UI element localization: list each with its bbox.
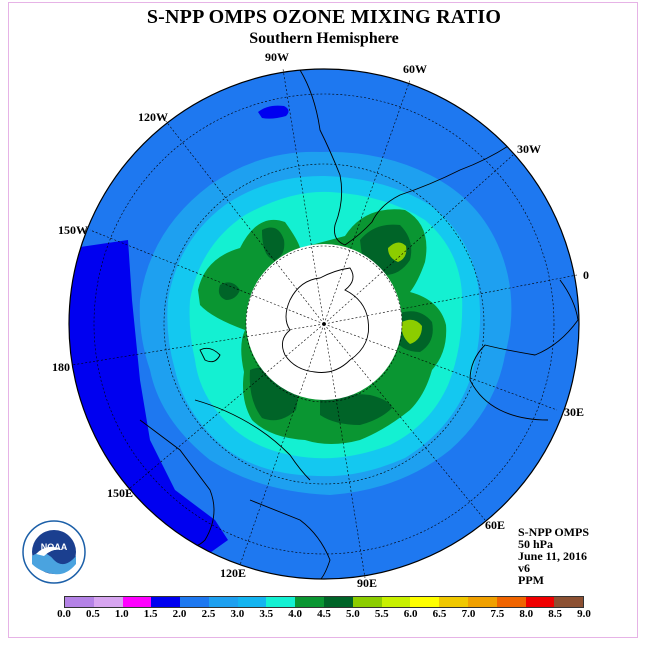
color-scale-label: 2.5 xyxy=(201,608,216,620)
color-scale-label: 4.5 xyxy=(317,608,331,620)
color-scale-label: 0.5 xyxy=(86,608,100,620)
color-scale-cell xyxy=(439,597,468,607)
color-scale-cell xyxy=(237,597,267,607)
field-5-5-b xyxy=(401,319,422,344)
color-scale-label: 6.0 xyxy=(403,608,418,620)
color-scale-cell xyxy=(554,597,584,607)
color-scale-labels: 0.0 0.5 1.0 1.5 2.0 2.5 3.0 3.5 4.0 4.5 5.0 5.5 6.0 6… xyxy=(0,608,648,622)
color-scale-label: 0.0 xyxy=(57,608,71,620)
noaa-logo: NOAA xyxy=(22,520,86,584)
color-scale-cell xyxy=(151,597,181,607)
color-scale-cell xyxy=(93,597,123,607)
lon-label-90e: 90E xyxy=(357,576,378,590)
color-scale-cell xyxy=(410,597,440,607)
lon-label-150e: 150E xyxy=(107,486,134,500)
info-units: PPM xyxy=(518,573,544,587)
info-date: June 11, 2016 xyxy=(518,549,588,563)
color-scale-label: 9.0 xyxy=(577,608,591,620)
color-scale-label: 7.5 xyxy=(490,608,505,620)
south-pole-marker xyxy=(322,322,326,326)
color-scale-cell xyxy=(525,597,555,607)
color-scale-label: 8.0 xyxy=(519,608,534,620)
lon-label-120w: 120W xyxy=(138,110,168,124)
info-level: 50 hPa xyxy=(518,537,554,551)
lon-label-90w: 90W xyxy=(265,50,289,64)
field-2-0-small xyxy=(258,105,289,119)
color-scale-cell xyxy=(266,597,296,607)
color-scale-label: 1.0 xyxy=(114,608,129,620)
coastlines xyxy=(139,69,579,579)
color-scale-label: 3.0 xyxy=(230,608,245,620)
lon-label-0: 0 xyxy=(583,268,589,282)
color-scale-cell xyxy=(65,597,94,607)
lon-label-150w: 150W xyxy=(58,223,88,237)
lon-label-120e: 120E xyxy=(220,566,247,580)
map-title: S-NPP OMPS OZONE MIXING RATIO xyxy=(146,6,502,28)
lon-label-180: 180 xyxy=(52,360,70,374)
color-scale-label: 7.0 xyxy=(461,608,476,620)
info-version: v6 xyxy=(518,561,530,575)
lon-label-60e: 60E xyxy=(485,518,506,532)
color-scale-label: 1.5 xyxy=(143,608,158,620)
color-scale-cell xyxy=(324,597,353,607)
color-scale-label: 2.0 xyxy=(172,608,187,620)
color-scale-cell xyxy=(208,597,238,607)
lon-label-30w: 30W xyxy=(517,142,541,156)
color-scale-cell xyxy=(180,597,209,607)
figure-frame xyxy=(8,2,638,638)
color-scale-cell xyxy=(352,597,382,607)
product-info: S-NPP OMPS 50 hPa June 11, 2016 v6 PPM xyxy=(518,526,589,586)
color-scale-label: 5.5 xyxy=(374,608,389,620)
graticule xyxy=(71,68,578,579)
color-scale-label: 3.5 xyxy=(259,608,274,620)
color-scale-cell xyxy=(467,597,497,607)
color-scale-cell xyxy=(496,597,526,607)
color-scale-cell xyxy=(122,597,152,607)
info-instrument: S-NPP OMPS xyxy=(518,525,589,539)
color-scale-label: 4.0 xyxy=(288,608,302,620)
color-scale-label: 5.0 xyxy=(346,608,360,620)
map-boundary xyxy=(68,68,580,580)
polar-night-mask xyxy=(246,244,402,400)
color-scale-cell xyxy=(295,597,325,607)
color-scale-cell xyxy=(381,597,411,607)
lon-label-60w: 60W xyxy=(403,62,427,76)
lon-label-30e: 30E xyxy=(564,405,585,419)
color-scale-bar xyxy=(64,596,584,608)
noaa-logo-text: NOAA xyxy=(41,542,68,552)
color-scale-label: 8.5 xyxy=(548,608,562,620)
color-scale-label: 6.5 xyxy=(432,608,447,620)
map-subtitle: Southern Hemisphere xyxy=(249,30,399,47)
field-5-5-a xyxy=(388,242,407,262)
